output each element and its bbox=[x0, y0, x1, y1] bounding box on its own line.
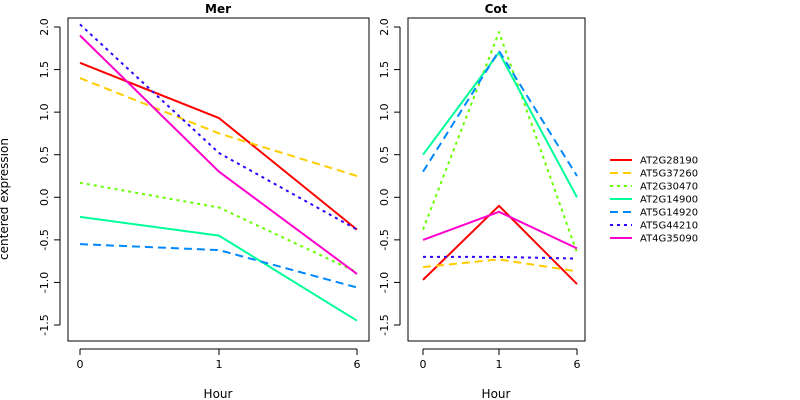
legend-item: AT2G14900 bbox=[610, 195, 698, 206]
y-axis: -1.5 -1.0 -0.5 0.0 0.5 1.0 1.5 2.0 bbox=[38, 18, 61, 336]
x-tick-label: 6 bbox=[354, 358, 361, 371]
x-axis-title: Hour bbox=[204, 387, 233, 400]
y-tick-label: -1.5 bbox=[378, 314, 391, 335]
series-line-at2g30470 bbox=[422, 31, 578, 253]
x-tick-label: 0 bbox=[420, 358, 427, 371]
legend-label: AT5G37260 bbox=[640, 169, 698, 180]
y-tick-label: -1.0 bbox=[378, 272, 391, 293]
series-line-at4g35090 bbox=[79, 34, 358, 275]
y-tick-label: 0.0 bbox=[378, 189, 391, 207]
legend-label: AT2G14900 bbox=[640, 195, 698, 206]
panel-frame bbox=[407, 17, 586, 342]
y-tick-label: 0.5 bbox=[378, 146, 391, 164]
series-line-at5g14920 bbox=[79, 243, 358, 289]
y-tick-label: 2.0 bbox=[378, 18, 391, 36]
series-line-at2g28190 bbox=[79, 61, 358, 231]
panel-title: Mer bbox=[205, 2, 231, 16]
legend-label: AT2G30470 bbox=[640, 182, 698, 193]
y-tick-label: 1.5 bbox=[378, 61, 391, 79]
series-line-at4g35090 bbox=[422, 210, 578, 250]
y-tick-label: -0.5 bbox=[378, 229, 391, 250]
panel-frame bbox=[67, 17, 370, 342]
y-tick-label: 0.5 bbox=[38, 146, 51, 164]
y-axis-title: centered expression bbox=[0, 138, 11, 260]
legend-item: AT5G37260 bbox=[610, 169, 698, 180]
series-line-at2g14900 bbox=[79, 215, 358, 322]
series-line-at2g14900 bbox=[422, 51, 578, 198]
legend-label: AT5G44210 bbox=[640, 221, 698, 232]
y-tick-label: -1.0 bbox=[38, 272, 51, 293]
x-axis: 0 1 6 bbox=[420, 348, 581, 371]
x-tick-label: 0 bbox=[77, 358, 84, 371]
x-tick-label: 1 bbox=[216, 358, 223, 371]
legend: AT2G28190 AT5G37260 AT2G30470 AT2G14900 AT5G… bbox=[610, 156, 698, 245]
legend-item: AT4G35090 bbox=[610, 234, 698, 245]
x-axis: 0 1 6 bbox=[77, 348, 361, 371]
y-tick-label: -1.5 bbox=[38, 314, 51, 335]
legend-label: AT2G28190 bbox=[640, 156, 698, 167]
y-tick-label: 1.0 bbox=[378, 103, 391, 121]
series-line-at5g37260 bbox=[79, 77, 358, 177]
panel-cot: Cot Hour -1.5 -1.0 -0.5 0.0 0.5 1.0 1.5 2.0 0 1 6 bbox=[378, 2, 586, 400]
legend-item: AT2G30470 bbox=[610, 182, 698, 193]
y-axis: -1.5 -1.0 -0.5 0.0 0.5 1.0 1.5 2.0 bbox=[378, 18, 401, 336]
y-tick-label: 1.5 bbox=[38, 61, 51, 79]
x-tick-label: 1 bbox=[496, 358, 503, 371]
y-tick-label: -0.5 bbox=[38, 229, 51, 250]
series-line-at2g30470 bbox=[79, 181, 358, 274]
series-line-at2g28190 bbox=[422, 204, 578, 285]
series-line-at5g44210 bbox=[79, 23, 358, 231]
legend-label: AT4G35090 bbox=[640, 234, 698, 245]
x-tick-label: 6 bbox=[574, 358, 581, 371]
panel-title: Cot bbox=[485, 2, 508, 16]
legend-label: AT5G14920 bbox=[640, 208, 698, 219]
y-tick-label: 1.0 bbox=[38, 103, 51, 121]
legend-item: AT5G44210 bbox=[610, 221, 698, 232]
legend-item: AT5G14920 bbox=[610, 208, 698, 219]
x-axis-title: Hour bbox=[482, 387, 511, 400]
series-lines bbox=[79, 23, 358, 322]
y-tick-label: 0.0 bbox=[38, 189, 51, 207]
series-line-at5g14920 bbox=[422, 49, 578, 177]
panel-mer: Mer Hour -1.5 -1.0 -0.5 0.0 0.5 1.0 1.5 2.0 0 1 6 bbox=[38, 2, 370, 400]
series-lines bbox=[422, 31, 578, 285]
y-tick-label: 2.0 bbox=[38, 18, 51, 36]
legend-item: AT2G28190 bbox=[610, 156, 698, 167]
series-line-at5g44210 bbox=[423, 255, 578, 260]
